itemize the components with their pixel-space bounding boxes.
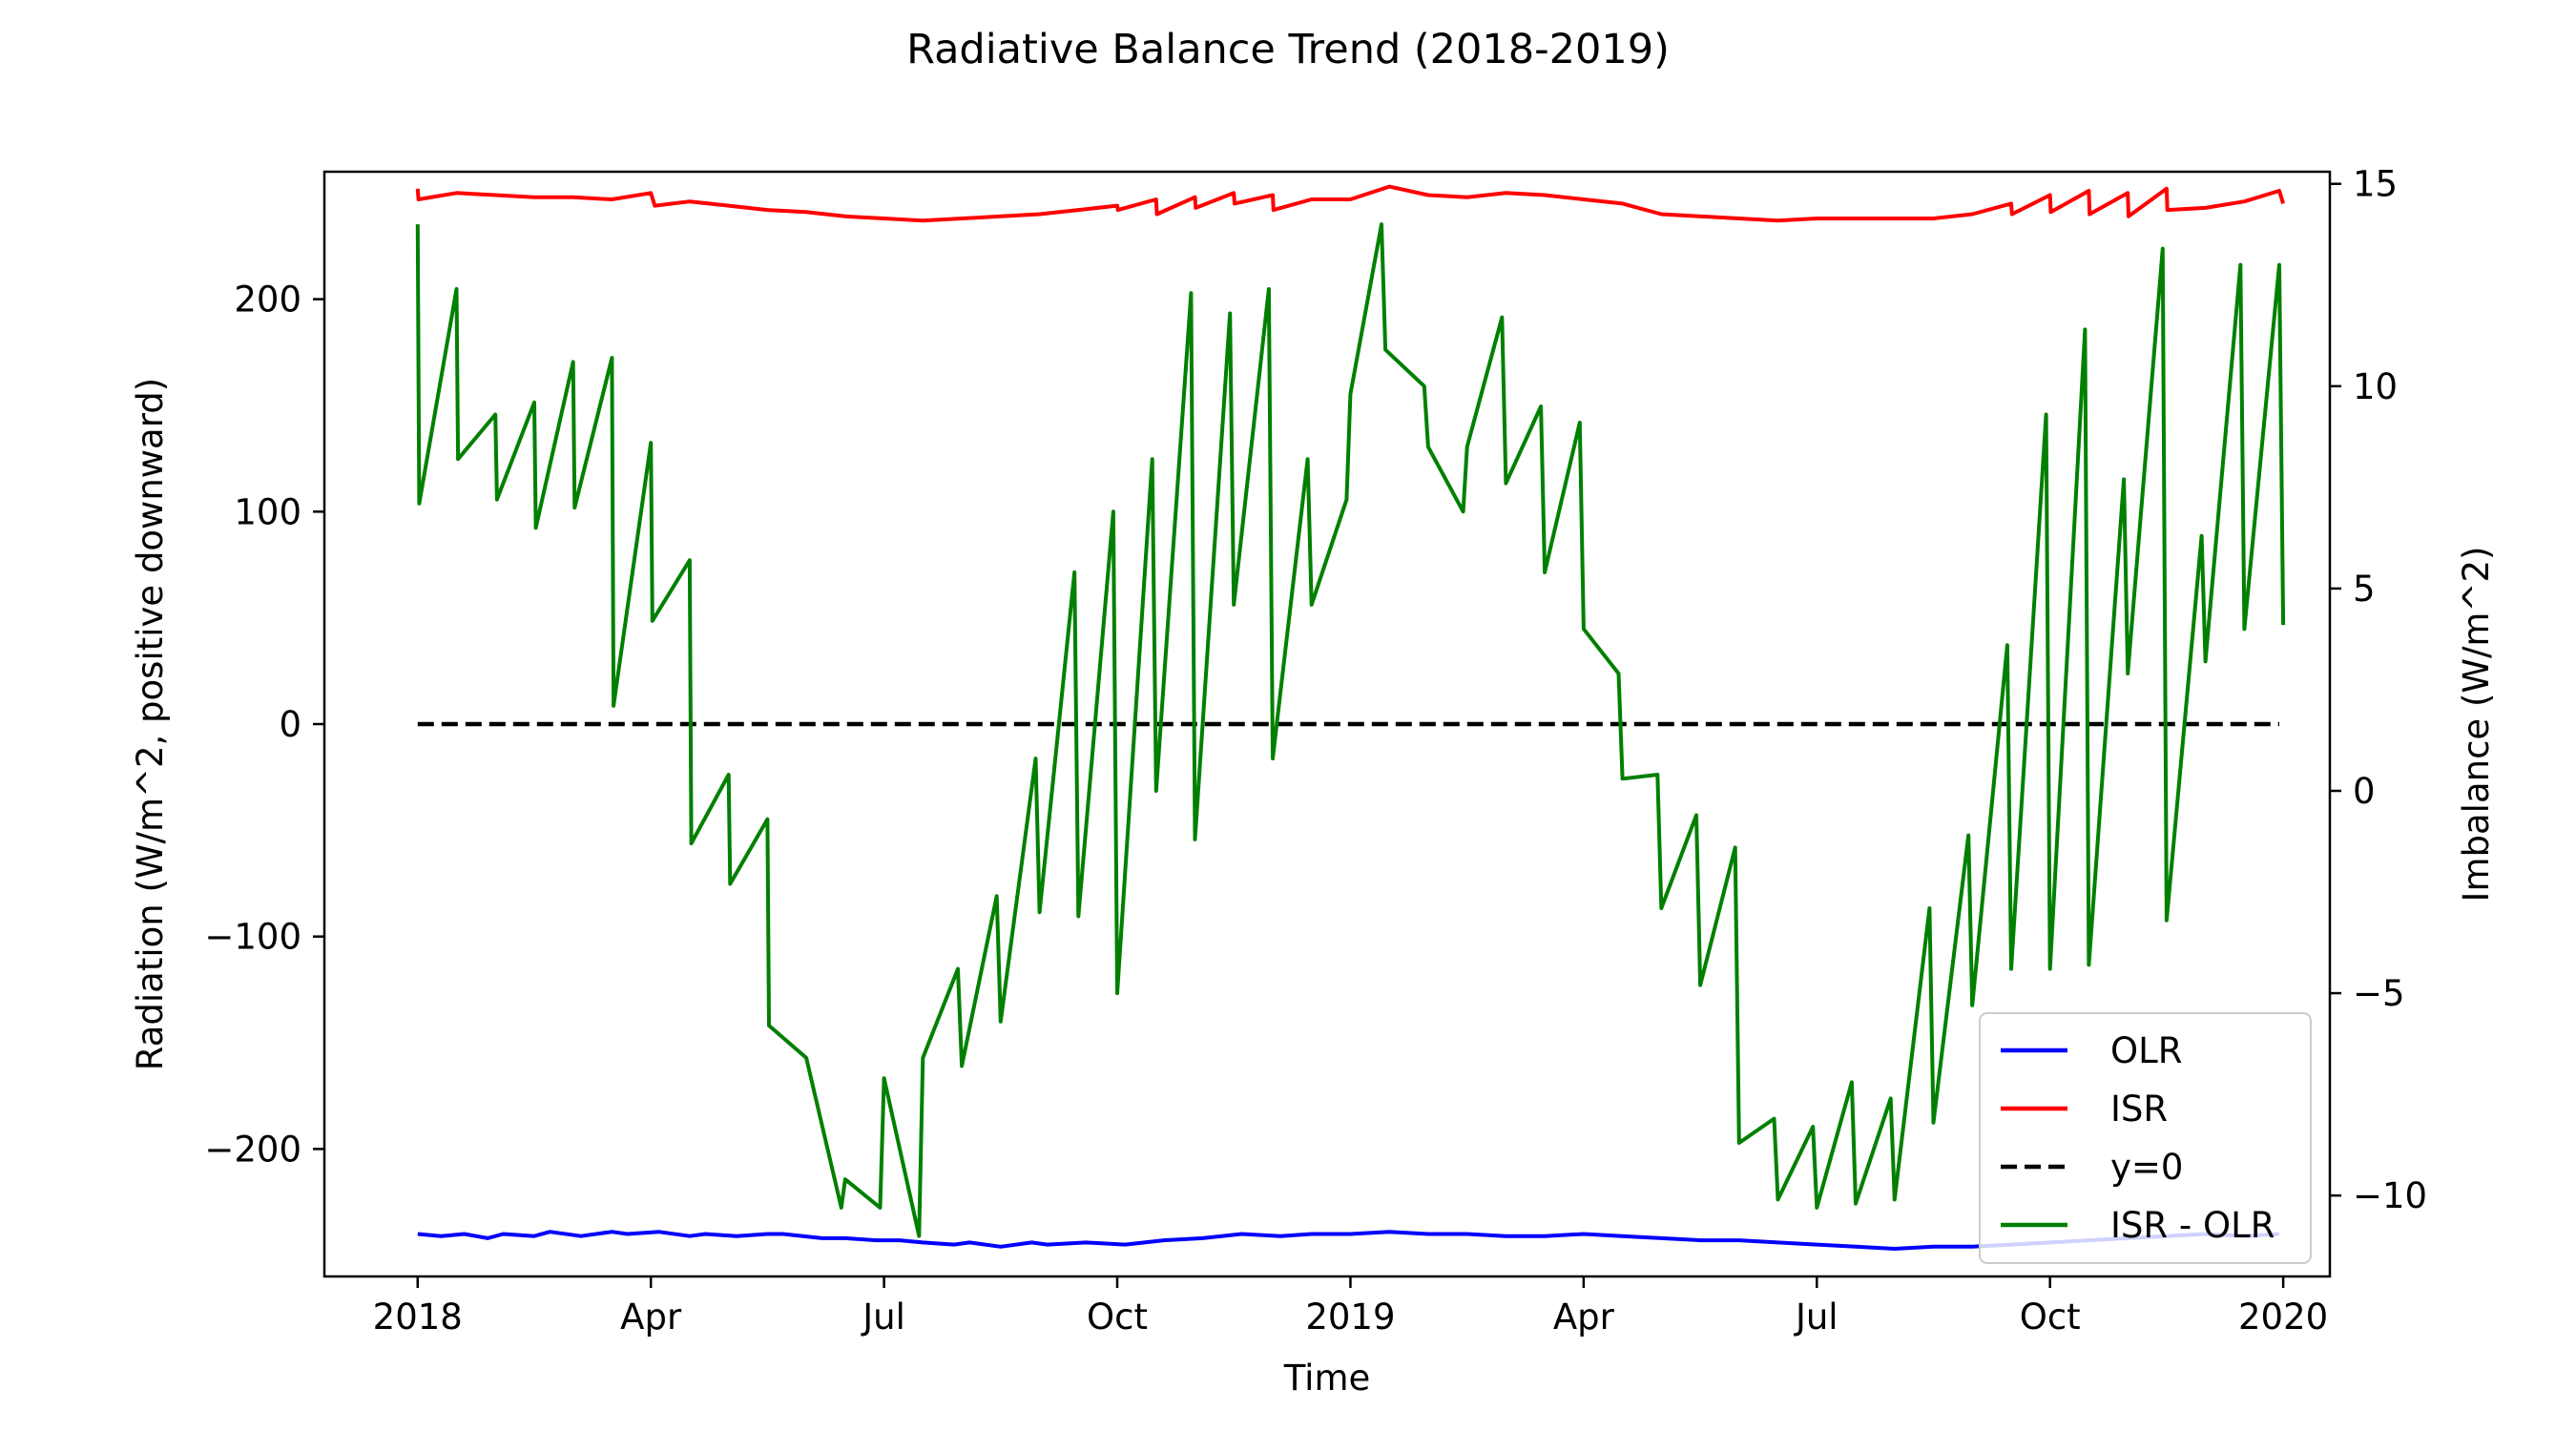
- y-left-axis-ticks: 200 100 0 −100 −200: [204, 280, 324, 1170]
- isr-line: [415, 184, 2286, 223]
- y-right-tick-label: −5: [2353, 973, 2405, 1014]
- y-right-tick-label: 5: [2353, 569, 2376, 610]
- olr-series: [417, 1230, 2280, 1251]
- imbalance-line: [415, 222, 2286, 1238]
- y-right-tick-label: 0: [2353, 771, 2376, 812]
- x-axis-label: Time: [1283, 1358, 1371, 1399]
- x-tick-label: Oct: [2020, 1296, 2081, 1338]
- legend: OLR ISR y=0 ISR - OLR: [1979, 1012, 2312, 1264]
- y-left-tick-label: 200: [234, 280, 301, 321]
- x-tick-label: Jul: [1794, 1296, 1839, 1338]
- x-tick-label: 2019: [1305, 1296, 1395, 1338]
- x-axis-ticks: 2018 Apr Jul Oct 2019 Apr Jul Oct 2020: [373, 1276, 2328, 1338]
- y-right-tick-label: 15: [2353, 164, 2398, 205]
- y-right-tick-label: 10: [2353, 366, 2398, 407]
- y-right-tick-label: −10: [2353, 1175, 2427, 1216]
- y-left-tick-label: 0: [279, 704, 301, 745]
- legend-label: OLR: [2110, 1030, 2182, 1071]
- legend-label: ISR - OLR: [2110, 1205, 2275, 1246]
- y-left-tick-label: −200: [204, 1129, 301, 1170]
- y-left-tick-label: 100: [234, 491, 301, 532]
- x-tick-label: Apr: [620, 1296, 682, 1338]
- y-right-axis-ticks: 15 10 5 0 −5 −10: [2330, 164, 2427, 1216]
- imbalance-series: [415, 222, 2286, 1238]
- olr-line: [417, 1230, 2280, 1251]
- y-right-axis-label: Imbalance (W/m^2): [2456, 547, 2497, 902]
- x-tick-label: 2018: [373, 1296, 463, 1338]
- x-tick-label: Jul: [861, 1296, 905, 1338]
- legend-label: y=0: [2110, 1147, 2183, 1188]
- legend-label: ISR: [2110, 1089, 2168, 1130]
- x-tick-label: 2020: [2238, 1296, 2328, 1338]
- y-left-axis-label: Radiation (W/m^2, positive downward): [130, 378, 171, 1070]
- isr-series: [415, 184, 2286, 223]
- x-tick-label: Oct: [1087, 1296, 1148, 1338]
- chart-title: Radiative Balance Trend (2018-2019): [906, 26, 1670, 73]
- x-tick-label: Apr: [1553, 1296, 1615, 1338]
- legend-box: [1979, 1012, 2312, 1264]
- y-left-tick-label: −100: [204, 917, 301, 958]
